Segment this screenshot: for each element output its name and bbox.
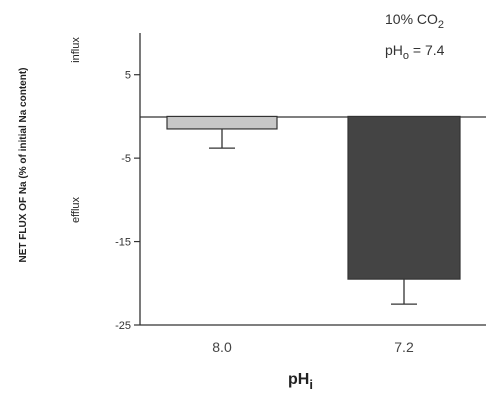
influx-label: influx	[70, 37, 82, 63]
annotation-co2-main: 10% CO	[385, 11, 438, 27]
bar	[347, 115, 461, 280]
x-axis-label: pHi	[288, 371, 313, 392]
y-tick-label: -15	[115, 237, 131, 249]
x-axis-label-main: pH	[288, 371, 309, 388]
annotation-pho-rest: = 7.4	[409, 42, 445, 58]
y-axis-label: NET FLUX OF Na (% of initial Na content)	[18, 68, 29, 263]
y-tick-label: -5	[121, 153, 131, 165]
bar	[166, 115, 278, 130]
annotation-co2-sub: 2	[438, 19, 444, 31]
efflux-label: efflux	[70, 196, 82, 223]
x-tick-label: 7.2	[394, 339, 414, 355]
y-tick-label: 5	[125, 70, 131, 82]
annotation-co2: 10% CO2	[385, 11, 444, 31]
y-tick-label: -25	[115, 320, 131, 332]
annotation-pho: pHo = 7.4	[385, 42, 445, 62]
annotation-pho-sub: o	[403, 50, 409, 62]
x-tick-label: 8.0	[212, 339, 232, 355]
x-axis-label-sub: i	[309, 377, 313, 392]
annotation-pho-main: pH	[385, 42, 403, 58]
